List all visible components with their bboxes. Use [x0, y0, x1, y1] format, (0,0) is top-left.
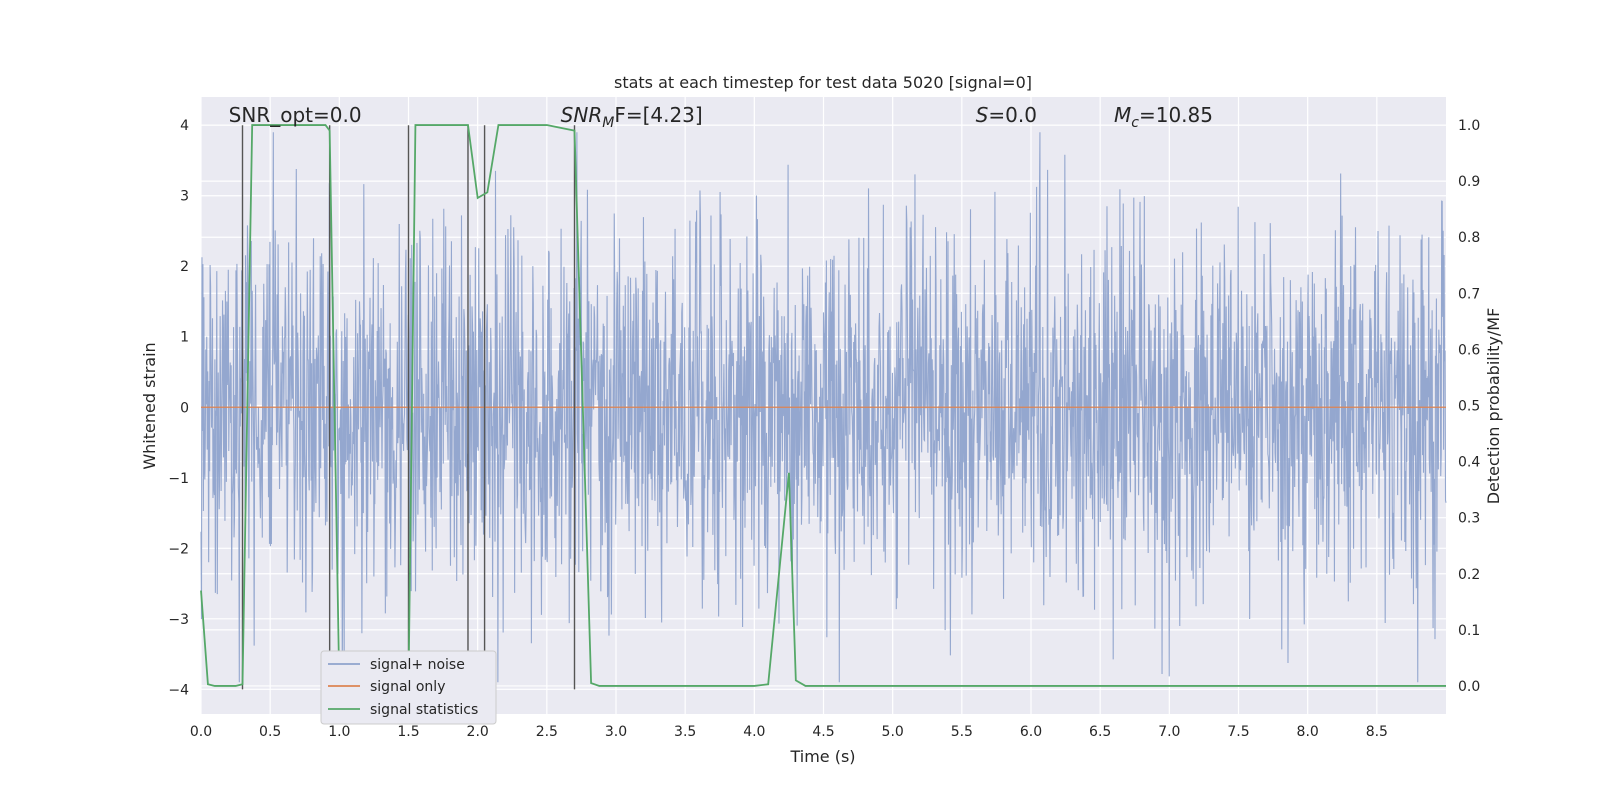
y-left-tick-labels: −4 −3 −2 −1 0 1 2 3 4	[168, 118, 189, 698]
annotation-mc-value: Mc=10.85	[1114, 103, 1213, 131]
x-axis-label: Time (s)	[789, 747, 855, 766]
y-right-tick-label: 0.1	[1458, 623, 1480, 639]
legend-label-signal-statistics: signal statistics	[370, 702, 478, 718]
annotation-s-value: S=0.0	[976, 103, 1037, 127]
x-tick-label: 2.0	[467, 724, 489, 740]
x-tick-label: 1.5	[397, 724, 419, 740]
annotations: SNR_opt=0.0 SNRMF=[4.23] S=0.0 Mc=10.85	[229, 103, 1213, 131]
y-right-tick-label: 0.0	[1458, 679, 1480, 695]
y-left-tick-label: 2	[180, 259, 189, 275]
x-tick-label: 6.0	[1020, 724, 1042, 740]
x-tick-label: 4.0	[743, 724, 765, 740]
y-left-tick-label: 1	[180, 330, 189, 346]
y-right-tick-label: 0.4	[1458, 455, 1480, 471]
legend-label-signal-only: signal only	[370, 679, 445, 695]
x-tick-label: 0.5	[259, 724, 281, 740]
y-right-axis-label: Detection probability/MF	[1484, 308, 1503, 505]
x-tick-label: 8.5	[1366, 724, 1388, 740]
legend: signal+ noise signal only signal statist…	[320, 650, 497, 725]
legend-box	[320, 650, 497, 725]
y-right-tick-label: 0.9	[1458, 174, 1480, 190]
vertical-marker-lines	[241, 125, 576, 690]
x-tick-label: 8.0	[1297, 724, 1319, 740]
legend-label-signal-noise: signal+ noise	[370, 657, 465, 673]
y-right-tick-label: 0.5	[1458, 399, 1480, 415]
chart-title: stats at each timestep for test data 502…	[614, 73, 1032, 92]
x-tick-labels: 0.0 0.5 1.0 1.5 2.0 2.5 3.0 3.5 4.0 4.5 5.0 5.5 6.0 6…	[190, 724, 1388, 740]
y-left-tick-label: −4	[168, 682, 189, 698]
x-tick-label: 7.0	[1158, 724, 1180, 740]
y-right-tick-label: 0.2	[1458, 567, 1480, 583]
x-tick-label: 2.5	[536, 724, 558, 740]
y-right-tick-label: 0.6	[1458, 342, 1480, 358]
y-left-tick-label: 4	[180, 118, 189, 134]
y-left-tick-label: −1	[168, 471, 189, 487]
x-tick-label: 3.0	[605, 724, 627, 740]
y-left-tick-label: −3	[168, 612, 189, 628]
y-right-tick-label: 0.7	[1458, 286, 1480, 302]
x-tick-label: 5.5	[951, 724, 973, 740]
x-tick-label: 6.5	[1089, 724, 1111, 740]
y-left-tick-label: −2	[168, 541, 189, 557]
x-tick-label: 7.5	[1227, 724, 1249, 740]
y-left-axis-label: Whitened strain	[140, 342, 159, 469]
x-tick-label: 1.0	[328, 724, 350, 740]
x-tick-label: 5.0	[882, 724, 904, 740]
y-right-tick-label: 0.3	[1458, 511, 1480, 527]
annotation-snr-opt: SNR_opt=0.0	[229, 103, 362, 127]
x-tick-label: 3.5	[674, 724, 696, 740]
y-right-tick-labels: 0.0 0.1 0.2 0.3 0.4 0.5 0.6 0.7 0.8 0.9 1.0	[1458, 118, 1480, 695]
x-tick-label: 0.0	[190, 724, 212, 740]
annotation-snr-mf: SNRMF=[4.23]	[561, 103, 703, 131]
y-left-tick-label: 3	[180, 189, 189, 205]
series-line-signal-statistics	[200, 124, 1446, 687]
signal-statistics-series	[200, 124, 1446, 687]
y-left-tick-label: 0	[180, 400, 189, 416]
y-right-tick-label: 1.0	[1458, 118, 1480, 134]
y-right-tick-label: 0.8	[1458, 230, 1480, 246]
x-tick-label: 4.5	[812, 724, 834, 740]
